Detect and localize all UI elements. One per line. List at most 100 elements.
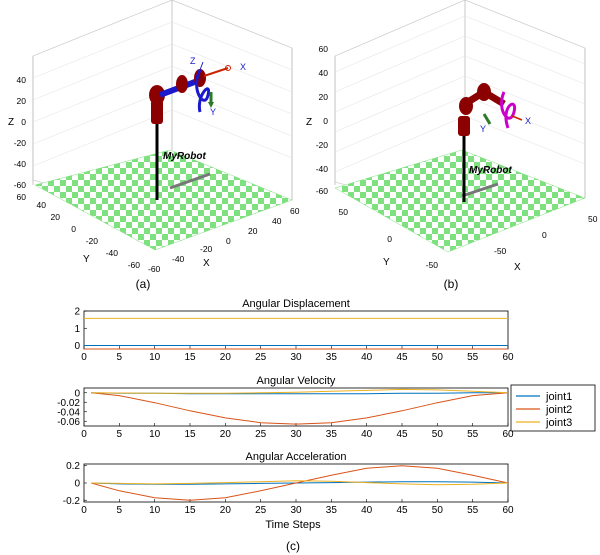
chart-axes-box: [83, 310, 509, 350]
a-y-tick: 40: [37, 200, 47, 210]
frame-b-y-label: Y: [480, 124, 486, 134]
y-tick-label: 0: [74, 479, 80, 490]
b-y-axis-label: Y: [383, 257, 390, 268]
b-z-tick: 60: [319, 44, 329, 54]
x-tick-label: 55: [467, 352, 479, 363]
x-tick-label: 60: [502, 429, 514, 440]
frame-a-y-label: Y: [210, 107, 216, 117]
a-y-tick: -60: [128, 260, 141, 270]
panel-label-a: (a): [136, 277, 151, 291]
x-tick-label: 30: [290, 505, 302, 516]
x-tick-label: 30: [290, 352, 302, 363]
series-line-joint3: [91, 480, 509, 486]
b-z-tick: 20: [319, 92, 329, 102]
frame-b-x-label: X: [525, 116, 531, 126]
x-tick-label: 10: [149, 429, 161, 440]
x-tick-label: 60: [502, 352, 514, 363]
x-tick-label: 40: [361, 352, 373, 363]
x-tick-label: 15: [184, 429, 196, 440]
x-tick-label: 40: [361, 505, 373, 516]
y-tick-label: -0.2: [63, 496, 81, 507]
a-y-tick: -40: [106, 248, 119, 258]
frame-a-x-label: X: [240, 62, 246, 72]
x-tick-label: 35: [326, 505, 338, 516]
series-line-joint3: [91, 388, 509, 394]
xlabel-time-steps: Time Steps: [265, 519, 321, 531]
a-z-axis-label: Z: [8, 117, 14, 128]
robot-a-label: MyRobot: [163, 151, 206, 162]
x-tick-label: 25: [255, 429, 267, 440]
x-tick-label: 40: [361, 429, 373, 440]
b-x-tick: 50: [588, 214, 598, 224]
b-x-tick: -50: [494, 246, 507, 256]
x-tick-label: 10: [149, 505, 161, 516]
x-tick-label: 5: [117, 505, 123, 516]
x-tick-label: 55: [467, 429, 479, 440]
chart-title: Angular Velocity: [257, 375, 336, 387]
a-x-tick: -60: [148, 264, 161, 274]
panel-label-c: (c): [286, 539, 300, 553]
x-tick-label: 60: [502, 505, 514, 516]
chart-3: Angular Acceleration 0 5 10 15 20 25 30 35 40 45 50…: [63, 451, 514, 516]
x-tick-label: 45: [396, 429, 408, 440]
b-y-tick: 50: [339, 207, 349, 217]
y-tick-label: 0: [74, 341, 80, 352]
legend-label: joint2: [545, 404, 572, 416]
x-tick-label: 25: [255, 505, 267, 516]
robot-b-joint1: [458, 116, 470, 136]
x-tick-label: 30: [290, 429, 302, 440]
x-tick-label: 0: [81, 429, 87, 440]
b-x-axis-label: X: [514, 262, 521, 273]
a-z-tick: -60: [14, 180, 27, 190]
b-z-tick: -60: [316, 186, 329, 196]
series-line-joint2: [91, 392, 509, 425]
a-x-tick: 20: [248, 226, 258, 236]
robot-b-gripper: [500, 91, 517, 129]
floor-b: [334, 149, 586, 253]
floor-a: [34, 149, 293, 251]
a-x-tick: 0: [226, 236, 231, 246]
b-z-axis-label: Z: [306, 117, 312, 128]
b-z-tick: 0: [323, 116, 328, 126]
frame-a-z-label: Z: [190, 56, 196, 66]
y-tick-label: -0.06: [57, 417, 80, 428]
chart-2: Angular Velocity 0 5 10 15 20 25 30 35 40 45 50 55 60…: [57, 375, 514, 440]
x-tick-label: 45: [396, 352, 408, 363]
a-x-tick: -40: [172, 254, 185, 264]
x-tick-label: 15: [184, 505, 196, 516]
legend-label: joint1: [545, 391, 572, 403]
a-z-tick: 40: [17, 75, 27, 85]
b-y-tick: 0: [387, 234, 392, 244]
y-tick-label: 0.2: [66, 461, 80, 472]
b-y-tick: -50: [426, 260, 439, 270]
y-tick-label: 0: [74, 388, 80, 399]
x-tick-label: 0: [81, 505, 87, 516]
a-x-axis-label: X: [203, 258, 210, 269]
x-tick-label: 50: [432, 505, 444, 516]
x-tick-label: 25: [255, 352, 267, 363]
a-z-tick: -40: [14, 159, 27, 169]
x-tick-label: 55: [467, 505, 479, 516]
y-tick-label: 2: [74, 307, 80, 318]
y-tick-label: -0.02: [57, 398, 80, 409]
x-tick-label: 15: [184, 352, 196, 363]
a-y-tick: 20: [51, 212, 61, 222]
x-tick-label: 5: [117, 429, 123, 440]
a-y-tick: 0: [71, 224, 76, 234]
b-z-tick: -40: [316, 164, 329, 174]
a-x-tick: -20: [200, 244, 213, 254]
chart-title: Angular Acceleration: [246, 451, 347, 463]
b-z-tick: 40: [319, 68, 329, 78]
x-tick-label: 10: [149, 352, 161, 363]
a-y-tick: -20: [86, 236, 99, 246]
series-line-joint2: [90, 465, 509, 501]
b-x-tick: 0: [542, 230, 547, 240]
legend-label: joint3: [545, 417, 572, 429]
x-tick-label: 20: [220, 505, 232, 516]
panel-label-b: (b): [444, 277, 459, 291]
robot-a-gripper: [195, 69, 211, 113]
x-tick-label: 5: [117, 352, 123, 363]
scene-b: X Y MyRobot 60 40 20 0 -20 -40 -60 Z 50 …: [306, 0, 598, 291]
x-tick-label: 45: [396, 505, 408, 516]
